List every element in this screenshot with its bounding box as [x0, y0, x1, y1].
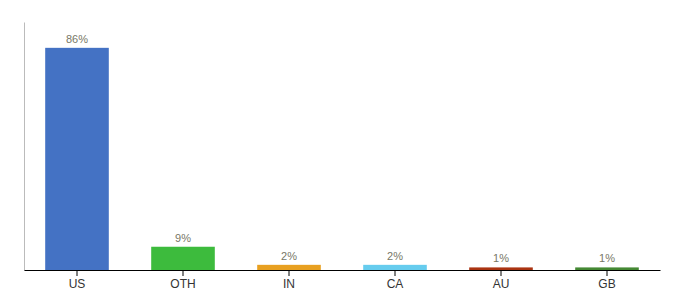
bars [45, 48, 639, 270]
data-label: 86% [66, 33, 88, 45]
data-label: 2% [281, 250, 297, 262]
bar [575, 267, 639, 270]
bar [151, 247, 215, 270]
y-axis-line [24, 23, 25, 271]
x-tick: IN [283, 270, 295, 291]
x-tick: US [69, 270, 86, 291]
data-label: 2% [387, 250, 403, 262]
x-tick-mark [77, 270, 78, 276]
y-axis [24, 23, 25, 271]
x-tick-label: IN [283, 277, 295, 291]
x-tick-label: OTH [170, 277, 195, 291]
x-axis: US OTH IN CA AU GB [25, 270, 661, 291]
bar [45, 48, 109, 270]
data-label: 9% [175, 232, 191, 244]
x-tick-label: AU [493, 277, 510, 291]
x-tick-mark [183, 270, 184, 276]
x-tick: AU [493, 270, 510, 291]
x-tick: CA [387, 270, 404, 291]
x-tick: OTH [170, 270, 195, 291]
x-tick-label: GB [598, 277, 615, 291]
x-tick-mark [289, 270, 290, 276]
x-tick-mark [607, 270, 608, 276]
bar [363, 265, 427, 270]
data-label: 1% [493, 252, 509, 264]
data-label: 1% [599, 252, 615, 264]
x-axis-line [25, 270, 661, 271]
x-tick-label: US [69, 277, 86, 291]
chart: US OTH IN CA AU GB 86% 9% 2% 2% 1% 1% [0, 0, 680, 300]
bar [257, 265, 321, 270]
x-tick-mark [395, 270, 396, 276]
x-tick-label: CA [387, 277, 404, 291]
bar [469, 267, 533, 270]
x-tick-mark [501, 270, 502, 276]
x-tick: GB [598, 270, 615, 291]
data-labels: 86% 9% 2% 2% 1% 1% [66, 33, 615, 265]
plot: US OTH IN CA AU GB 86% 9% 2% 2% 1% 1% [25, 23, 661, 291]
